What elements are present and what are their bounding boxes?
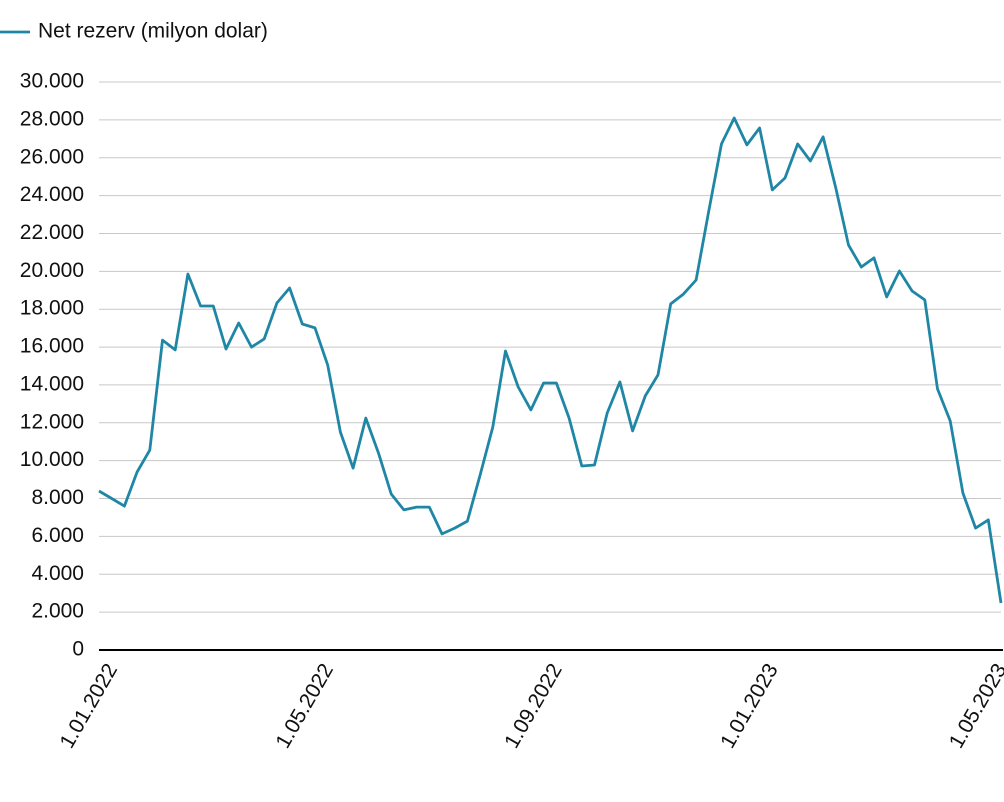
y-tick-label: 6.000 bbox=[31, 524, 84, 547]
y-tick-label: 16.000 bbox=[20, 335, 84, 358]
x-tick-label: 1.01.2022 bbox=[55, 660, 122, 752]
y-tick-label: 24.000 bbox=[20, 183, 84, 206]
x-tick-label: 1.09.2022 bbox=[500, 660, 567, 752]
y-tick-label: 22.000 bbox=[20, 221, 84, 244]
x-tick-label: 1.01.2023 bbox=[716, 660, 783, 752]
y-tick-label: 14.000 bbox=[20, 372, 84, 395]
y-tick-label: 4.000 bbox=[31, 562, 84, 585]
y-tick-label: 30.000 bbox=[20, 70, 84, 93]
y-tick-label: 2.000 bbox=[31, 600, 84, 623]
y-tick-label: 20.000 bbox=[20, 259, 84, 282]
series-line bbox=[98, 116, 1003, 604]
y-tick-label: 18.000 bbox=[20, 297, 84, 320]
y-tick-label: 0 bbox=[72, 638, 84, 661]
legend-label: Net rezerv (milyon dolar) bbox=[38, 20, 268, 43]
x-tick-label: 1.05.2022 bbox=[271, 660, 338, 752]
y-tick-label: 26.000 bbox=[20, 145, 84, 168]
y-tick-label: 12.000 bbox=[20, 410, 84, 433]
y-tick-label: 10.000 bbox=[20, 448, 84, 471]
y-tick-label: 8.000 bbox=[31, 486, 84, 509]
y-tick-label: 28.000 bbox=[20, 107, 84, 130]
x-tick-label: 1.05.2023 bbox=[945, 660, 1004, 752]
